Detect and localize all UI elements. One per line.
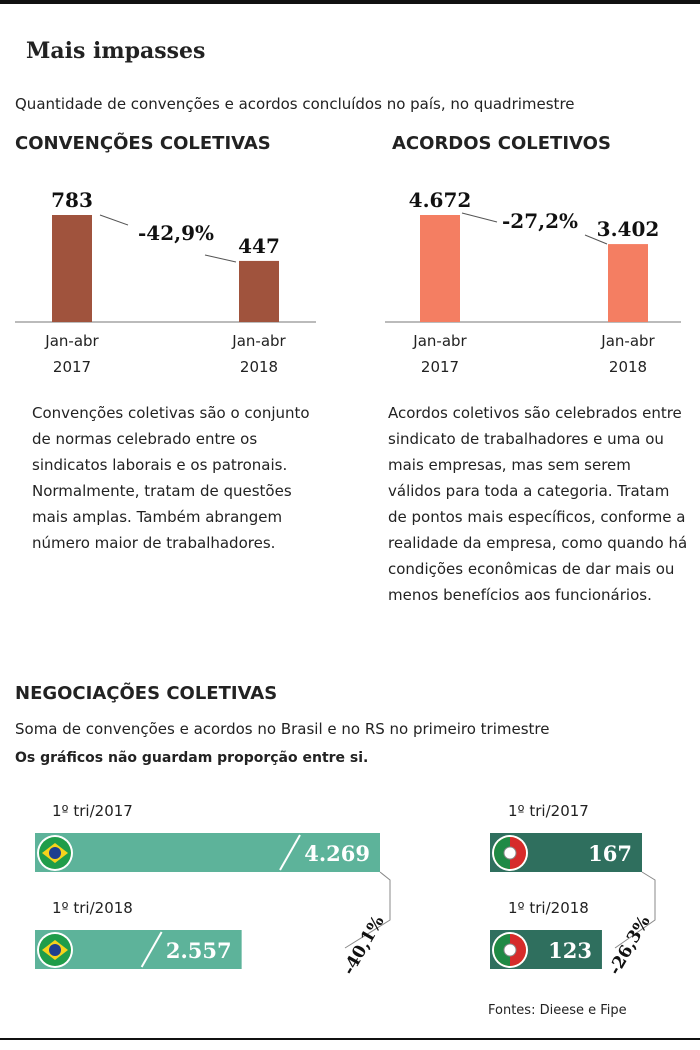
value-label: 783 (51, 188, 93, 212)
change-annotation: -42,9% (138, 221, 214, 245)
top-rule (0, 0, 700, 4)
bar-slash (279, 834, 301, 871)
flag-seal (503, 943, 517, 957)
value-label: 4.672 (409, 188, 472, 212)
section-title: NEGOCIAÇÕES COLETIVAS (15, 683, 278, 704)
connector (461, 212, 498, 223)
description: Convenções coletivas são o conjunto de n… (32, 404, 310, 552)
flag (49, 847, 61, 859)
bar (420, 215, 460, 322)
category-label: 1º tri/2017 (508, 802, 589, 820)
value-label: 123 (548, 938, 592, 963)
connector (584, 234, 608, 245)
page-title: Mais impasses (26, 38, 206, 64)
x-tick-label: Jan-abr 2018 (232, 332, 286, 376)
category-label: 1º tri/2018 (52, 899, 133, 917)
category-label: 1º tri/2018 (508, 899, 589, 917)
bar (52, 215, 92, 322)
x-tick-label: Jan-abr 2017 (45, 332, 99, 376)
bar (239, 260, 279, 322)
value-label: 447 (238, 234, 280, 258)
chart-title: ACORDOS COLETIVOS (392, 133, 611, 154)
connector (204, 254, 237, 263)
value-label: 4.269 (304, 841, 370, 866)
page-subtitle: Quantidade de convenções e acordos concl… (15, 95, 575, 113)
connector (614, 871, 656, 949)
bottom-rule (0, 1038, 700, 1040)
value-label: 3.402 (597, 217, 660, 241)
bar (608, 244, 648, 322)
section-note: Os gráficos não guardam proporção entre … (15, 750, 369, 766)
flag (49, 944, 61, 956)
change-annotation: -40,1% (339, 913, 389, 979)
value-label: 2.557 (166, 938, 232, 963)
category-label: 1º tri/2017 (52, 802, 133, 820)
chart-title: CONVENÇÕES COLETIVAS (15, 133, 271, 154)
source: Fontes: Dieese e Fipe (488, 1003, 627, 1018)
change-annotation: -26,3% (605, 913, 655, 979)
x-tick-label: Jan-abr 2018 (601, 332, 655, 376)
x-tick-label: Jan-abr 2017 (413, 332, 467, 376)
bar (35, 833, 380, 872)
flag-seal (503, 846, 517, 860)
change-annotation: -27,2% (502, 209, 578, 233)
section-subtitle: Soma de convenções e acordos no Brasil e… (15, 720, 550, 738)
connector (344, 871, 391, 949)
description: Acordos coletivos são celebrados entre s… (388, 404, 688, 604)
value-label: 167 (588, 841, 632, 866)
connector (99, 214, 129, 226)
bar-slash (140, 931, 163, 968)
